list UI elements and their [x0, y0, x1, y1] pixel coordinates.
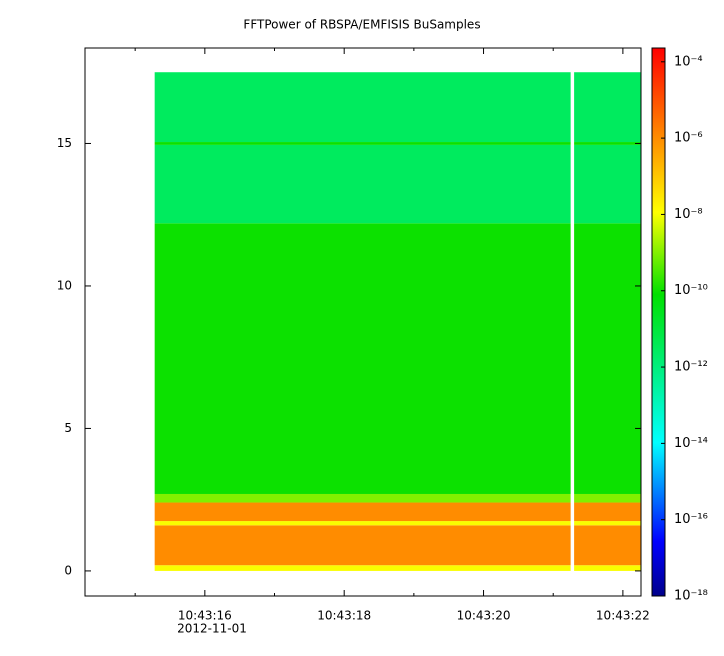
y-tick-label: 10: [57, 278, 72, 292]
colorbar: [651, 47, 666, 597]
spectrogram-cell: [154, 565, 571, 571]
colorbar-tick-label: 10⁻⁴: [674, 54, 703, 69]
colorbar-tick-label: 10⁻¹⁸: [674, 589, 708, 604]
colorbar-tick-label: 10⁻⁶: [674, 131, 703, 146]
x-tick-label: 10:43:16: [178, 609, 232, 623]
spectrogram-cell: [574, 142, 641, 145]
spectrogram-cell: [574, 144, 641, 224]
colorbar-tick-label: 10⁻¹⁶: [674, 512, 708, 527]
date-label: 2012-11-01: [177, 622, 247, 636]
spectrogram-cell: [574, 502, 641, 522]
y-tick-label: 5: [64, 421, 72, 435]
x-tick-label: 10:43:18: [317, 609, 371, 623]
y-tick-label: 0: [64, 563, 72, 577]
spectrogram-cell: [154, 223, 571, 494]
spectrogram-cell: [574, 525, 641, 566]
spectrogram-cell: [574, 223, 641, 494]
spectrogram-cell: [154, 72, 571, 143]
plot-frame: [84, 47, 642, 597]
x-tick-label: 10:43:20: [457, 609, 511, 623]
colorbar-tick-label: 10⁻¹⁴: [674, 436, 708, 451]
spectrogram-cell: [154, 502, 571, 522]
x-tick-label: 10:43:22: [596, 609, 650, 623]
y-tick-label: 15: [57, 136, 72, 150]
colorbar-tick-label: 10⁻¹²: [674, 360, 708, 375]
spectrogram-cell: [574, 521, 641, 526]
spectrogram-cell: [154, 493, 571, 503]
spectrogram-cell: [574, 565, 641, 571]
spectrogram-cell: [154, 525, 571, 566]
spectrogram-cell: [574, 72, 641, 143]
spectrogram-cell: [574, 493, 641, 503]
colorbar-tick-label: 10⁻⁸: [674, 207, 703, 222]
colorbar-tick-label: 10⁻¹⁰: [674, 283, 708, 298]
chart-title: FFTPower of RBSPA/EMFISIS BuSamples: [243, 18, 480, 32]
spectrogram-cell: [154, 144, 571, 224]
spectrogram-cell: [154, 521, 571, 526]
spectrogram-cell: [154, 142, 571, 145]
